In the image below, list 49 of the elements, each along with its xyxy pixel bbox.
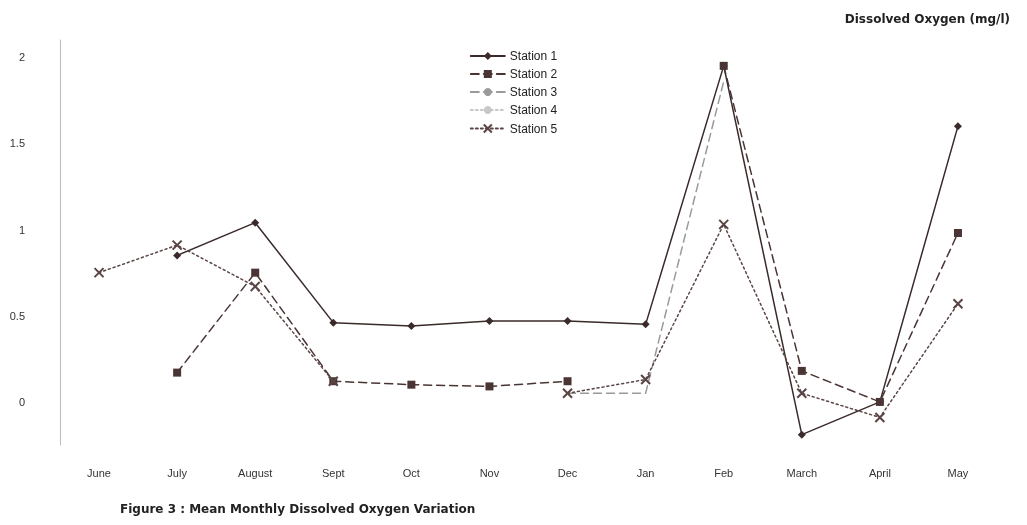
x-tick-label: Jan (636, 466, 655, 479)
x-tick-label: Dec (557, 466, 578, 479)
point (718, 218, 730, 230)
point (329, 318, 338, 327)
point (797, 430, 806, 439)
point (797, 366, 806, 375)
point (874, 411, 886, 423)
point (249, 280, 261, 292)
legend-label: Station 2 (509, 67, 558, 81)
point (251, 268, 260, 277)
point (641, 320, 650, 329)
legend-label: Station 3 (509, 85, 558, 99)
point (952, 298, 964, 310)
point (485, 316, 494, 325)
x-tick-label: Sept (321, 466, 345, 479)
x-tick-label: Oct (402, 466, 420, 479)
point (562, 387, 574, 399)
x-tick-label: June (87, 466, 111, 479)
x-tick-label: May (947, 466, 969, 479)
x-tick-label: August (238, 466, 273, 479)
chart-title: Dissolved Oxygen (mg/l) (844, 12, 1010, 26)
y-tick-label: 2 (18, 51, 25, 64)
point (563, 316, 572, 325)
point (171, 239, 183, 251)
point (485, 382, 494, 391)
y-tick-label: 1 (18, 223, 25, 236)
y-tick-label: 0 (18, 395, 25, 408)
point (251, 218, 260, 227)
x-tick-label: July (167, 466, 188, 479)
point (796, 387, 808, 399)
point (953, 122, 962, 131)
x-tick-label: Feb (714, 466, 734, 479)
y-tick-label: 0.5 (9, 309, 25, 322)
y-tick-label: 1.5 (9, 137, 25, 150)
legend-label: Station 1 (509, 49, 558, 63)
point (407, 322, 416, 331)
legend-label: Station 5 (509, 121, 558, 136)
x-tick-label: March (786, 466, 818, 479)
point (93, 267, 105, 279)
point (953, 229, 962, 238)
point (407, 380, 416, 389)
point (640, 374, 652, 386)
x-tick-label: Nov (479, 466, 500, 479)
x-tick-label: April (868, 466, 891, 479)
legend-label: Station 4 (509, 103, 558, 117)
point (563, 377, 572, 386)
point (173, 251, 182, 260)
point (173, 368, 182, 377)
caption: Figure 3 : Mean Monthly Dissolved Oxygen Variation (120, 502, 476, 516)
